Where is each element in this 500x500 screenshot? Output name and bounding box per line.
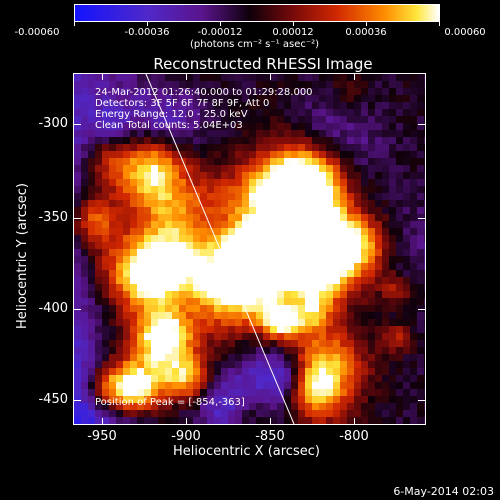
y-tick	[418, 218, 425, 219]
rhessi-image	[74, 74, 425, 424]
x-tick	[102, 73, 103, 80]
x-tick	[354, 73, 355, 80]
x-tick-label: -850	[255, 429, 285, 444]
x-tick	[102, 418, 103, 425]
info-date-range: 24-Mar-2012 01:26:40.000 to 01:29:28.000	[95, 87, 313, 98]
y-tick-label: -350	[38, 210, 68, 225]
x-tick-label: -950	[87, 429, 117, 444]
info-energy-range: Energy Range: 12.0 - 25.0 keV	[95, 109, 248, 120]
y-tick	[74, 400, 81, 401]
solar-limb-line	[145, 74, 295, 424]
x-tick	[270, 73, 271, 80]
colorbar-tick	[439, 22, 440, 26]
y-tick-label: -450	[38, 392, 68, 407]
y-tick	[418, 124, 425, 125]
y-tick	[74, 124, 81, 125]
x-tick-label: -900	[171, 429, 201, 444]
y-axis-label: Heliocentric Y (arcsec)	[14, 183, 30, 329]
colorbar	[74, 4, 440, 22]
colorbar-tick-label: 0.00060	[444, 27, 486, 38]
colorbar-tick-label: -0.00036	[124, 27, 170, 38]
info-clean-counts: Clean Total counts: 5.04E+03	[95, 120, 243, 131]
info-detectors: Detectors: 3F 5F 6F 7F 8F 9F, Att 0	[95, 98, 270, 109]
colorbar-tick-label: -0.00060	[14, 27, 60, 38]
x-tick	[186, 418, 187, 425]
colorbar-tick	[366, 22, 367, 26]
x-tick-label: -800	[339, 429, 369, 444]
peak-position: Position of Peak = [-854,-363]	[95, 397, 245, 408]
y-tick	[74, 218, 81, 219]
colorbar-tick-label: 0.00036	[345, 27, 387, 38]
colorbar-units: (photons cm⁻² s⁻¹ asec⁻²)	[190, 39, 320, 50]
x-tick	[270, 418, 271, 425]
colorbar-tick-label: -0.00012	[197, 27, 243, 38]
x-tick	[186, 73, 187, 80]
limb-overlay	[145, 74, 295, 424]
y-tick	[418, 309, 425, 310]
y-tick-label: -300	[38, 116, 68, 131]
colorbar-tick	[147, 22, 148, 26]
colorbar-tick	[293, 22, 294, 26]
timestamp: 6-May-2014 02:03	[393, 485, 494, 498]
colorbar-tick	[74, 22, 75, 26]
x-tick	[354, 418, 355, 425]
x-axis-label: Heliocentric X (arcsec)	[173, 444, 320, 459]
plot-title: Reconstructed RHESSI Image	[153, 55, 373, 73]
y-tick	[74, 309, 81, 310]
y-tick-label: -400	[38, 301, 68, 316]
y-tick	[418, 400, 425, 401]
colorbar-tick-label: 0.00012	[272, 27, 314, 38]
image-plot	[73, 73, 426, 425]
colorbar-tick	[220, 22, 221, 26]
